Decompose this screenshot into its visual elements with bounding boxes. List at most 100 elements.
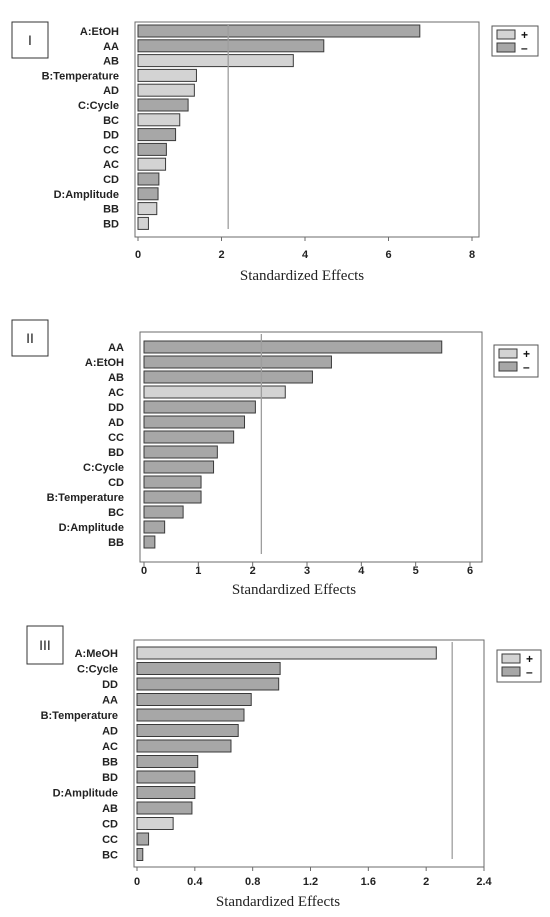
chart-panel-2: II AA A:EtOH AB AC DD AD CC BD C:Cycle CD B:Tempera… bbox=[11, 319, 539, 598]
category-label: BD bbox=[102, 772, 118, 784]
category-label: AC bbox=[102, 741, 118, 753]
bar bbox=[137, 172, 160, 186]
x-tick-label: 0 bbox=[134, 876, 140, 888]
category-label: AA bbox=[103, 41, 119, 53]
bar bbox=[136, 739, 232, 753]
category-label: A:EtOH bbox=[85, 357, 124, 369]
category-label: DD bbox=[108, 402, 124, 414]
bar bbox=[136, 662, 281, 675]
plot-frame bbox=[139, 331, 483, 563]
category-label: B:Temperature bbox=[41, 710, 118, 722]
bar bbox=[143, 475, 202, 489]
category-label: B:Temperature bbox=[42, 70, 119, 82]
bar bbox=[136, 770, 196, 784]
category-label: AA bbox=[108, 342, 124, 354]
bar bbox=[137, 83, 195, 97]
bar bbox=[143, 490, 202, 504]
x-tick-label: 4 bbox=[302, 249, 309, 261]
bar bbox=[136, 693, 252, 706]
category-label: AD bbox=[103, 85, 119, 97]
plot-frame bbox=[133, 639, 485, 868]
legend: +– bbox=[496, 649, 542, 683]
x-tick-label: 6 bbox=[385, 249, 391, 261]
legend-swatch-positive bbox=[501, 653, 521, 664]
category-label: BD bbox=[103, 218, 119, 230]
category-label: BD bbox=[108, 447, 124, 459]
category-label: C:Cycle bbox=[77, 664, 118, 676]
category-label: BC bbox=[108, 507, 124, 519]
x-tick-label: 0 bbox=[141, 565, 147, 577]
category-label: AC bbox=[108, 387, 124, 399]
x-tick-label: 6 bbox=[467, 565, 473, 577]
legend-label-negative: – bbox=[526, 665, 533, 679]
x-tick-label: 0.8 bbox=[245, 876, 260, 888]
bar bbox=[143, 430, 235, 444]
legend-swatch-negative bbox=[501, 666, 521, 677]
bar bbox=[137, 54, 294, 68]
category-label: BB bbox=[108, 537, 124, 549]
bar bbox=[143, 460, 215, 474]
x-tick-label: 3 bbox=[304, 565, 310, 577]
bar bbox=[143, 415, 246, 429]
bar bbox=[136, 724, 239, 737]
bar bbox=[136, 848, 144, 861]
category-label: DD bbox=[103, 130, 119, 142]
x-tick-label: 0 bbox=[135, 249, 141, 261]
x-tick-label: 5 bbox=[413, 565, 419, 577]
category-label: C:Cycle bbox=[83, 462, 124, 474]
category-label: D:Amplitude bbox=[59, 522, 124, 534]
panel-label-box bbox=[11, 21, 49, 59]
legend-label-positive: + bbox=[521, 28, 528, 42]
bar bbox=[136, 677, 280, 691]
category-label: AA bbox=[102, 695, 118, 707]
legend-swatch-positive bbox=[498, 348, 518, 359]
bar bbox=[136, 817, 174, 830]
bar bbox=[143, 370, 313, 384]
bar bbox=[137, 113, 181, 127]
bar bbox=[137, 142, 167, 156]
category-label: CC bbox=[103, 144, 119, 156]
bar bbox=[143, 340, 443, 354]
chart-panel-3: III A:MeOH C:Cycle DD AA B:Temperature AD AC BB B… bbox=[26, 625, 542, 910]
bar bbox=[137, 216, 149, 230]
x-tick-label: 8 bbox=[469, 249, 475, 261]
category-label: C:Cycle bbox=[78, 100, 119, 112]
panel-label-box bbox=[11, 319, 49, 357]
category-label: AB bbox=[103, 56, 119, 68]
bar bbox=[143, 505, 184, 519]
category-label: CD bbox=[102, 819, 118, 831]
panel-label: III bbox=[39, 637, 51, 653]
bar bbox=[137, 187, 159, 201]
category-label: AD bbox=[108, 417, 124, 429]
bar bbox=[137, 24, 421, 38]
bar bbox=[136, 755, 199, 768]
legend-label-negative: – bbox=[521, 41, 528, 55]
bar bbox=[136, 708, 245, 722]
bar bbox=[137, 157, 167, 171]
bar bbox=[143, 355, 332, 369]
bar bbox=[143, 400, 256, 414]
category-label: AC bbox=[103, 159, 119, 171]
category-label: BC bbox=[102, 850, 118, 862]
legend-label-positive: + bbox=[526, 652, 533, 666]
bar bbox=[143, 445, 218, 459]
x-tick-label: 2 bbox=[423, 876, 429, 888]
category-label: BC bbox=[103, 115, 119, 127]
bar bbox=[143, 520, 166, 534]
x-axis-label: Standardized Effects bbox=[232, 582, 356, 598]
bar bbox=[136, 832, 150, 846]
x-tick-label: 0.4 bbox=[187, 876, 203, 888]
legend: +– bbox=[491, 25, 539, 57]
category-label: A:MeOH bbox=[75, 648, 118, 660]
bar bbox=[136, 646, 437, 660]
panel-label: I bbox=[28, 32, 32, 48]
legend-swatch-negative bbox=[498, 361, 518, 372]
plot-frame bbox=[134, 21, 480, 238]
category-label: CD bbox=[103, 174, 119, 186]
category-label: BB bbox=[103, 204, 119, 216]
category-label: AB bbox=[108, 372, 124, 384]
bar bbox=[136, 786, 196, 799]
category-label: BB bbox=[102, 757, 118, 769]
legend-label-positive: + bbox=[523, 347, 530, 361]
